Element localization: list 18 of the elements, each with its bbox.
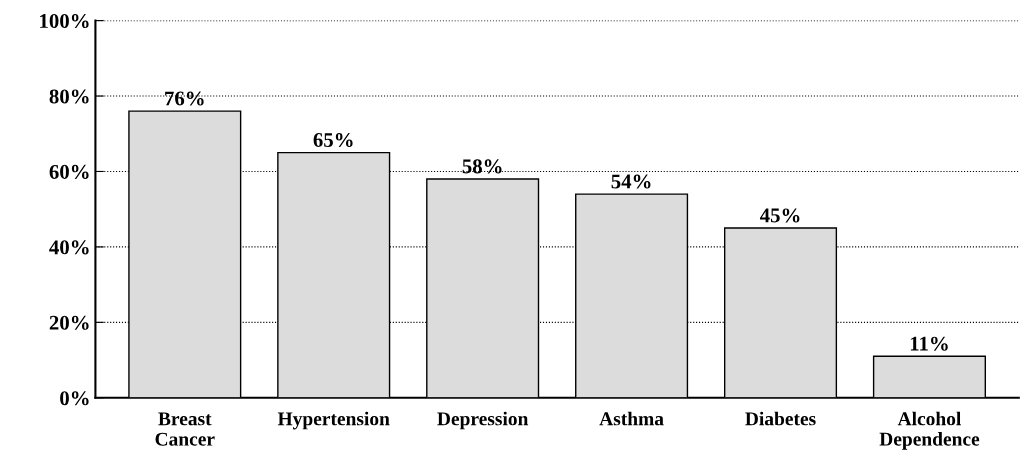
y-tick-label: 80% <box>49 89 89 104</box>
y-tick-label: 20% <box>49 315 89 330</box>
data-label: 65% <box>313 132 353 148</box>
data-label: 45% <box>759 208 800 223</box>
data-label: 11% <box>910 336 948 351</box>
y-tick-label: 100% <box>40 13 89 29</box>
data-label: 54% <box>611 174 651 189</box>
y-tick-label: 0% <box>60 391 89 406</box>
x-tick-label: Depression <box>437 411 529 430</box>
x-tick-label: Asthma <box>599 411 664 426</box>
data-label: 76% <box>165 91 204 106</box>
y-tick-label: 40% <box>49 240 89 255</box>
y-tick-label: 60% <box>49 164 89 179</box>
x-tick-label: Hypertension <box>277 411 390 430</box>
data-label: 58% <box>462 159 502 174</box>
x-tick-label: Diabetes <box>745 411 816 426</box>
x-tick-label: Alcohol Dependence <box>879 411 980 450</box>
x-tick-label: Breast Cancer <box>155 412 215 446</box>
